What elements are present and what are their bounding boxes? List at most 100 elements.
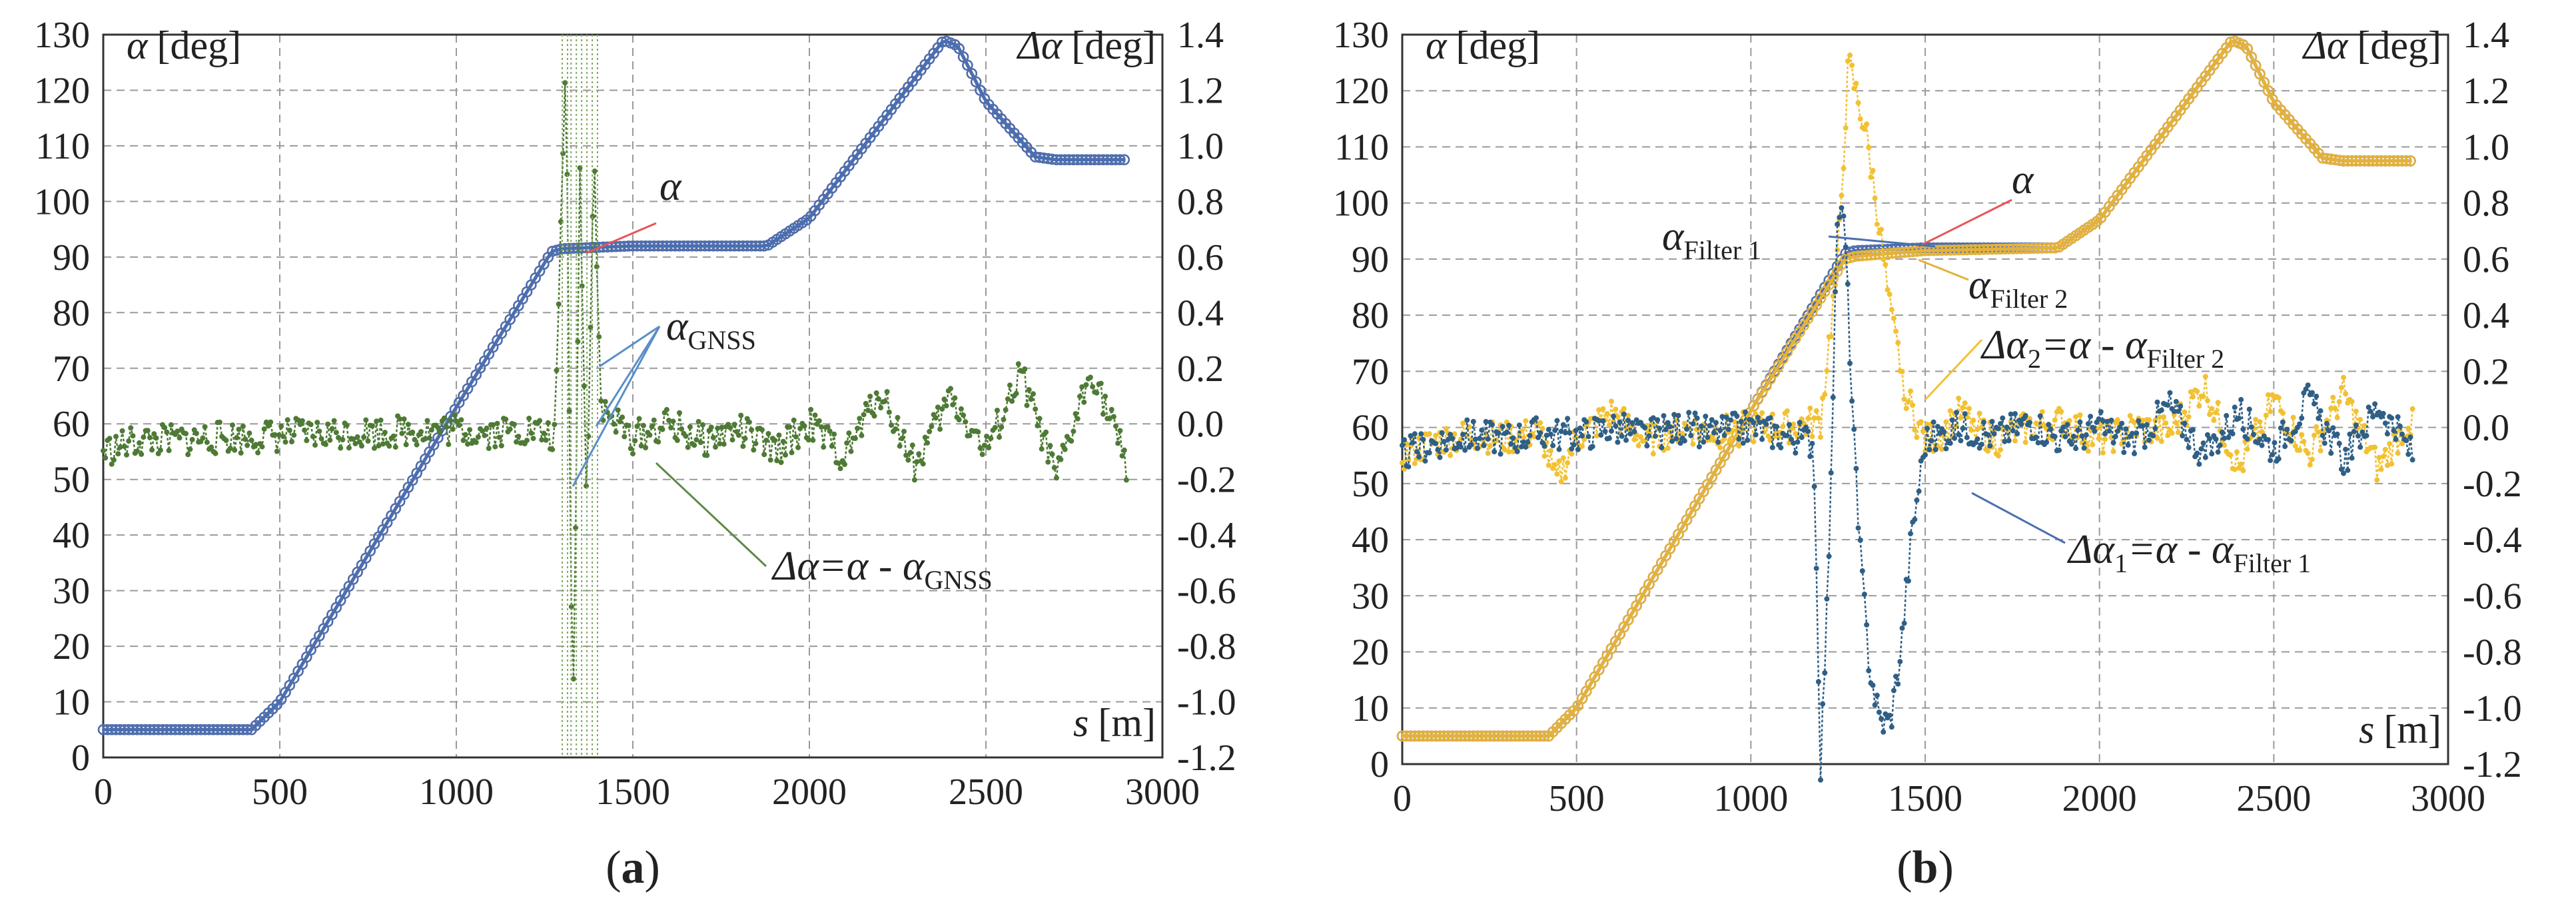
data-point [390, 433, 396, 439]
data-point [1778, 445, 1784, 450]
data-point [1740, 440, 1746, 446]
data-point [1635, 443, 1641, 449]
data-point [1028, 396, 1034, 402]
data-point [2372, 444, 2378, 450]
data-point [2244, 446, 2250, 452]
data-point [2158, 407, 2164, 413]
filter2-leader-b [1918, 258, 1969, 281]
data-point [1736, 436, 1742, 442]
gnss-leader-2-a [595, 326, 661, 427]
data-point [678, 240, 689, 252]
data-point [857, 416, 863, 422]
data-point [310, 434, 316, 440]
data-point [1835, 221, 1841, 227]
data-point [2123, 426, 2129, 432]
data-point [812, 412, 818, 418]
y2-tick-label: -0.4 [2463, 520, 2522, 561]
data-point [920, 461, 926, 467]
data-point [164, 429, 170, 435]
data-point [230, 422, 235, 428]
data-point [1448, 432, 1454, 438]
y2-tick-label: 1.2 [1177, 70, 1224, 111]
data-point [1970, 418, 1976, 423]
data-point [1954, 410, 1960, 416]
data-point [2178, 403, 2184, 409]
y2-tick-label: 0.8 [2463, 183, 2509, 225]
y-tick-label: 50 [1352, 464, 1389, 505]
data-point [929, 424, 935, 430]
x-tick-label: 1500 [596, 771, 670, 813]
data-point [1426, 431, 1432, 437]
data-point [1117, 428, 1123, 434]
y2-tick-label: 1.0 [1177, 126, 1224, 167]
data-point [2226, 434, 2232, 440]
data-point [1725, 426, 1731, 432]
data-point [2236, 415, 2242, 421]
data-point [1962, 411, 1968, 417]
data-point [203, 724, 215, 735]
data-point [1843, 244, 1849, 250]
data-point [202, 424, 208, 430]
data-point [1868, 174, 1874, 180]
data-point [651, 417, 657, 423]
data-point [1077, 394, 1082, 400]
data-point [1098, 380, 1104, 386]
data-point [844, 440, 850, 446]
data-point [2356, 433, 2361, 439]
data-point [2173, 420, 2179, 426]
data-point [2301, 438, 2307, 444]
data-point [878, 405, 884, 411]
data-point [1600, 418, 1606, 424]
data-point [749, 427, 755, 433]
data-point [460, 438, 466, 444]
data-point [783, 452, 788, 458]
data-point [1999, 243, 2010, 255]
data-point [1480, 730, 1492, 742]
data-point [1468, 730, 1480, 742]
data-point [1448, 452, 1454, 458]
data-point [1901, 396, 1907, 402]
y-tick-label: 0 [1370, 744, 1389, 785]
data-point [1907, 246, 1919, 258]
data-point [1487, 443, 1493, 449]
data-point [619, 240, 630, 252]
data-point [721, 441, 727, 447]
data-point [2338, 466, 2344, 472]
y-ticks-a: 0 10 20 30 40 50 60 70 80 90 100 110 120 130 [34, 15, 90, 779]
data-point [1443, 426, 1449, 432]
data-point [1960, 426, 1966, 432]
data-point [1585, 434, 1591, 440]
y2-tick-label: 1.4 [2463, 15, 2509, 56]
data-point [1408, 433, 1414, 439]
data-point [1533, 415, 1539, 421]
data-point [127, 724, 139, 735]
data-point [1589, 444, 1595, 450]
data-point [1024, 402, 1030, 408]
data-point [1985, 432, 1991, 438]
data-point [1978, 244, 1990, 255]
y-tick-label: 70 [53, 348, 90, 390]
data-point [282, 439, 288, 445]
data-point [1545, 426, 1551, 432]
data-point [2338, 155, 2350, 167]
data-point [2121, 450, 2127, 456]
data-point [765, 431, 771, 436]
data-point [1901, 620, 1907, 626]
data-point [2232, 404, 2238, 410]
data-point [861, 412, 867, 418]
data-point [1422, 458, 1428, 464]
data-point [2380, 410, 2386, 416]
data-point [1908, 388, 1913, 394]
data-point [2154, 399, 2160, 405]
data-point [1485, 450, 1491, 456]
data-point [1813, 408, 1819, 414]
data-point [2028, 242, 2040, 254]
data-point [647, 432, 653, 438]
data-point [2351, 428, 2357, 434]
data-point [1793, 450, 1799, 456]
x-axis-label-b: s [m] [2359, 707, 2441, 751]
data-point [1657, 426, 1663, 432]
data-point [1809, 440, 1815, 446]
data-point [1885, 287, 1891, 292]
data-point [1728, 417, 1733, 423]
